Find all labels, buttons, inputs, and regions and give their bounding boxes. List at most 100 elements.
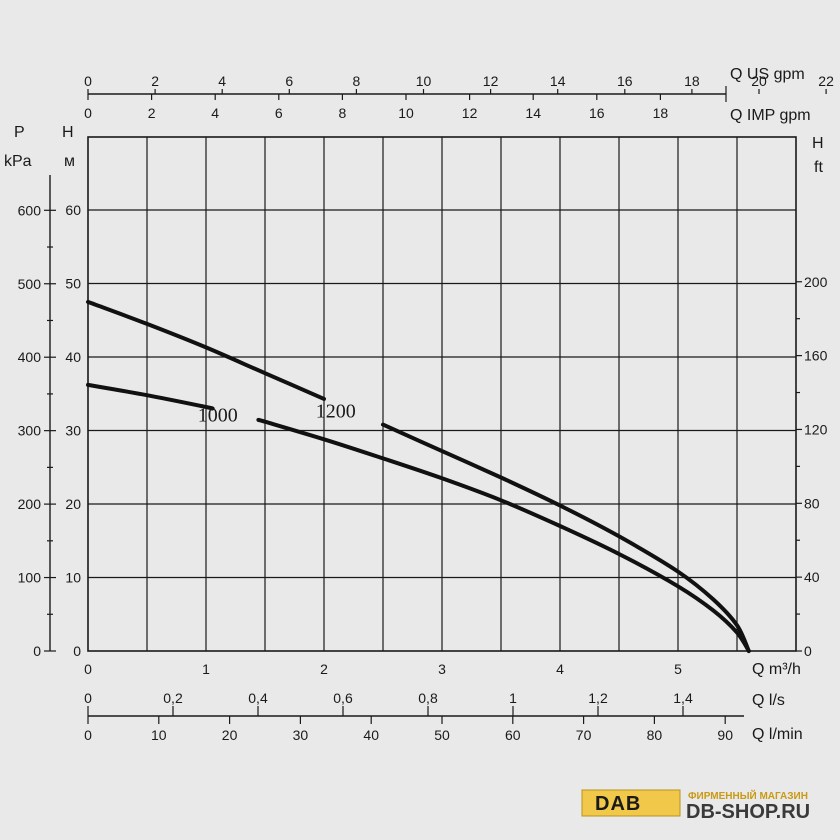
q-imp-gpm-tick-label: 16	[589, 105, 605, 121]
q-ls-tick-label: 0,2	[163, 690, 183, 706]
q-m3h-tick-label: 2	[320, 661, 328, 677]
q-ls-tick-label: 1,2	[588, 690, 608, 706]
q-ls-tick-label: 0	[84, 690, 92, 706]
q-lmin-tick-label: 70	[576, 727, 592, 743]
q-imp-gpm-tick-label: 4	[211, 105, 219, 121]
store-name: DB-SHOP.RU	[686, 801, 810, 823]
head-ft-tick-label: 40	[804, 569, 820, 585]
q-imp-gpm-tick-label: 8	[339, 105, 347, 121]
pressure-tick-label: 400	[18, 349, 42, 365]
q-ls-tick-label: 0,4	[248, 690, 268, 706]
q-us-gpm-tick-label: 0	[84, 73, 92, 89]
curve-1000	[86, 382, 215, 411]
head-m-axis: H м 0 10 20 30 40 50 60	[62, 124, 81, 659]
head-m-tick-label: 60	[65, 202, 81, 218]
q-lmin-tick-label: 80	[647, 727, 663, 743]
head-ft-tick-label: 160	[804, 348, 828, 364]
q-m3h-axis: 0 1 2 3 4 5 Q m³/h	[84, 661, 801, 678]
head-m-label-unit: м	[64, 153, 75, 170]
dab-logo-badge	[581, 789, 681, 817]
curve-1200	[381, 422, 751, 653]
q-imp-gpm-tick-label: 2	[148, 105, 156, 121]
q-lmin-tick-label: 50	[434, 727, 450, 743]
q-us-gpm-tick-label: 20	[751, 73, 767, 89]
head-ft-label-symbol: H	[812, 135, 824, 152]
q-ls-tick-label: 0,8	[418, 690, 438, 706]
q-lmin-tick-label: 90	[717, 727, 733, 743]
q-lmin-tick-label: 10	[151, 727, 167, 743]
q-m3h-tick-label: 0	[84, 661, 92, 677]
q-m3h-tick-label: 4	[556, 661, 564, 677]
q-us-gpm-tick-label: 22	[818, 73, 834, 89]
curve-label-1200: 1200	[316, 400, 356, 422]
pressure-tick-label: 600	[18, 202, 42, 218]
performance-curves: 1200 1000	[86, 299, 751, 653]
pressure-label-symbol: P	[14, 124, 25, 141]
head-m-tick-label: 30	[65, 423, 81, 439]
q-lmin-tick-label: 60	[505, 727, 521, 743]
store-caption: ФИРМЕННЫЙ МАГАЗИН	[688, 789, 808, 802]
q-ls-axis: 0 0,2 0,4 0,6 0,8 1 1,2 1,4 Q l/s	[84, 690, 785, 716]
head-m-tick-label: 0	[73, 643, 81, 659]
q-m3h-tick-label: 1	[202, 661, 210, 677]
plot-area	[87, 136, 797, 652]
q-m3h-label: Q m³/h	[752, 661, 801, 678]
pressure-axis: P kPa 0 100 200 300 400 500 600	[4, 124, 56, 659]
q-ls-tick-label: 1,4	[673, 690, 693, 706]
q-imp-gpm-label: Q IMP gpm	[730, 107, 811, 124]
q-us-gpm-tick-label: 10	[416, 73, 432, 89]
head-m-tick-label: 10	[65, 570, 81, 586]
q-lmin-label: Q l/min	[752, 726, 803, 743]
q-lmin-tick-label: 0	[84, 727, 92, 743]
q-us-gpm-tick-label: 8	[353, 73, 361, 89]
head-m-tick-label: 20	[65, 496, 81, 512]
head-ft-label-unit: ft	[814, 159, 823, 176]
head-ft-tick-label: 0	[804, 643, 812, 659]
q-us-gpm-tick-label: 12	[483, 73, 499, 89]
head-ft-tick-label: 80	[804, 495, 820, 511]
q-lmin-tick-label: 40	[363, 727, 379, 743]
q-m3h-tick-label: 5	[674, 661, 682, 677]
pressure-tick-label: 0	[33, 643, 41, 659]
q-imp-gpm-tick-label: 14	[525, 105, 541, 121]
q-us-gpm-tick-label: 2	[151, 73, 159, 89]
pressure-label-unit: kPa	[4, 153, 32, 170]
q-imp-gpm-tick-label: 6	[275, 105, 283, 121]
pressure-tick-label: 500	[18, 276, 42, 292]
q-ls-tick-label: 0,6	[333, 690, 353, 706]
head-m-tick-label: 40	[65, 349, 81, 365]
q-us-gpm-axis: 0 2 4 6 8 10 12 14 16 18 20 22 Q US gpm	[84, 66, 834, 95]
dab-logo: DAB	[595, 793, 641, 815]
q-imp-gpm-axis: 0 2 4 6 8 10 12 14 16 18 Q IMP gpm	[84, 86, 811, 124]
q-us-gpm-tick-label: 18	[684, 73, 700, 89]
q-lmin-tick-label: 20	[222, 727, 238, 743]
head-ft-tick-label: 120	[804, 421, 828, 437]
pressure-tick-label: 300	[18, 423, 42, 439]
pressure-tick-label: 200	[18, 496, 42, 512]
q-lmin-axis: 0 10 20 30 40 50 60 70 80 90 Q l/min	[84, 715, 803, 743]
head-ft-tick-label: 200	[804, 274, 828, 290]
q-us-gpm-tick-label: 14	[550, 73, 566, 89]
q-us-gpm-label: Q US gpm	[730, 66, 805, 83]
head-m-tick-label: 50	[65, 276, 81, 292]
q-ls-tick-label: 1	[509, 690, 517, 706]
q-m3h-tick-label: 3	[438, 661, 446, 677]
curve-label-1000: 1000	[198, 405, 238, 427]
q-imp-gpm-tick-label: 18	[653, 105, 669, 121]
q-imp-gpm-tick-label: 12	[462, 105, 478, 121]
head-m-label-symbol: H	[62, 124, 74, 141]
pressure-tick-label: 100	[18, 570, 42, 586]
q-imp-gpm-tick-label: 0	[84, 105, 92, 121]
head-ft-axis: H ft 0 40 80 120 160 200	[796, 135, 828, 659]
plot-frame	[87, 136, 797, 652]
curve-1000	[256, 417, 751, 653]
q-ls-label: Q l/s	[752, 692, 785, 709]
q-us-gpm-tick-label: 16	[617, 73, 633, 89]
q-lmin-tick-label: 30	[293, 727, 309, 743]
store-branding: DAB ФИРМЕННЫЙ МАГАЗИН DB-SHOP.RU	[581, 789, 810, 823]
q-imp-gpm-tick-label: 10	[398, 105, 414, 121]
curve-1200	[86, 299, 326, 401]
q-us-gpm-tick-label: 6	[285, 73, 293, 89]
q-us-gpm-tick-label: 4	[218, 73, 226, 89]
